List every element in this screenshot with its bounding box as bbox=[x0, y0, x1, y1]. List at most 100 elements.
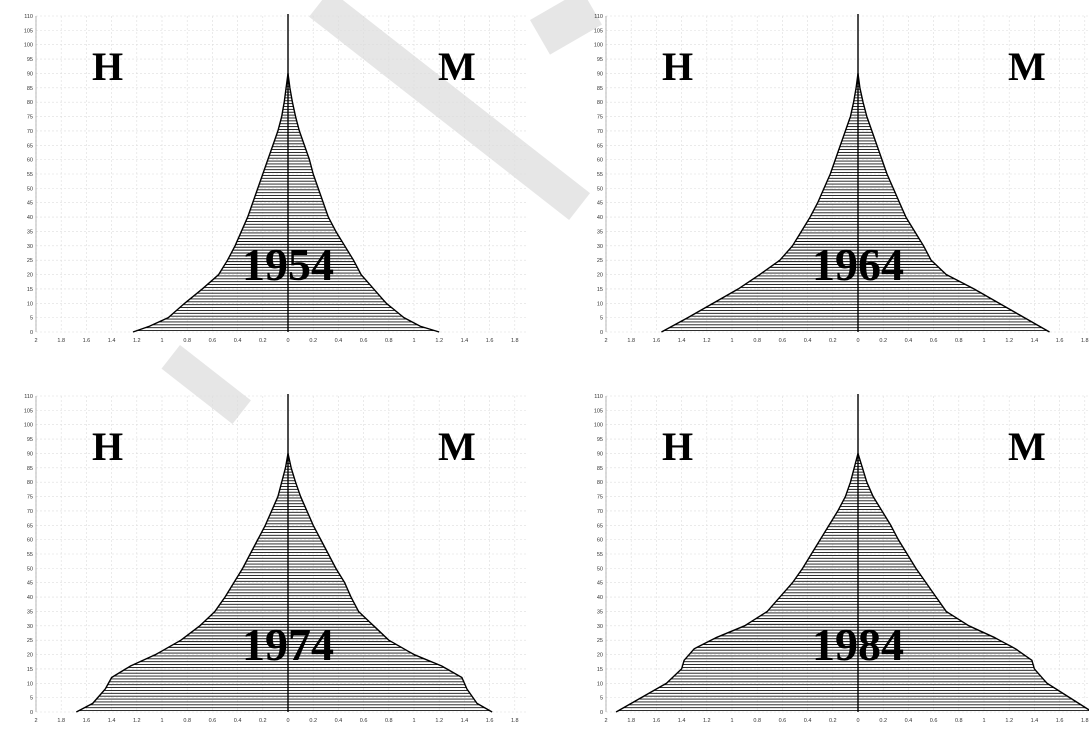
y-tick-label: 40 bbox=[597, 215, 603, 221]
y-tick-label: 50 bbox=[27, 186, 33, 192]
x-tick-label: 1 bbox=[982, 338, 985, 344]
y-tick-label: 75 bbox=[27, 495, 33, 501]
y-tick-label: 40 bbox=[597, 595, 603, 601]
y-tick-label: 110 bbox=[24, 394, 33, 400]
y-tick-label: 45 bbox=[597, 201, 603, 207]
y-tick-label: 90 bbox=[27, 451, 33, 457]
y-tick-label: 5 bbox=[600, 696, 603, 702]
y-tick-label: 80 bbox=[597, 100, 603, 106]
y-tick-label: 65 bbox=[597, 523, 603, 529]
x-tick-label: 1.4 bbox=[678, 718, 686, 724]
x-tick-label: 1.4 bbox=[108, 718, 116, 724]
x-tick-label: 0.2 bbox=[879, 338, 887, 344]
x-tick-label: 0 bbox=[856, 338, 859, 344]
x-tick-label: 0.8 bbox=[385, 338, 393, 344]
label-mujeres: M bbox=[438, 424, 476, 469]
y-tick-label: 90 bbox=[597, 451, 603, 457]
pyramid-1974: 2 1.8 1.6 1.4 1.2 1 0.8 0.6 0.4 0.2 0 0.2 0.4 0.6 0.8 1… bbox=[24, 394, 526, 724]
x-tick-label: 1 bbox=[160, 338, 163, 344]
y-tick-label: 45 bbox=[27, 201, 33, 207]
x-tick-label: 1.4 bbox=[678, 338, 686, 344]
x-tick-label: 1.8 bbox=[627, 718, 635, 724]
y-tick-label: 80 bbox=[597, 480, 603, 486]
x-tick-label: 1.8 bbox=[511, 338, 519, 344]
y-tick-label: 95 bbox=[597, 57, 603, 63]
y-tick-label: 110 bbox=[594, 14, 603, 20]
x-tick-label: 0.8 bbox=[753, 718, 761, 724]
x-tick-label: 0.8 bbox=[183, 718, 191, 724]
male-outline bbox=[132, 73, 289, 333]
y-tick-label: 30 bbox=[27, 624, 33, 630]
y-tick-label: 55 bbox=[27, 552, 33, 558]
label-mujeres: M bbox=[438, 44, 476, 89]
y-tick-label: 100 bbox=[24, 423, 33, 429]
y-tick-label: 90 bbox=[27, 71, 33, 77]
x-tick-label: 0.4 bbox=[804, 338, 812, 344]
y-tick-label: 60 bbox=[27, 158, 33, 164]
x-tick-label: 1.4 bbox=[108, 338, 116, 344]
y-tick-label: 25 bbox=[597, 258, 603, 264]
x-tick-label: 0.8 bbox=[385, 718, 393, 724]
y-tick-label: 30 bbox=[597, 624, 603, 630]
y-tick-label: 85 bbox=[27, 86, 33, 92]
x-tick-label: 0.4 bbox=[804, 718, 812, 724]
x-tick-label: 0.6 bbox=[930, 718, 938, 724]
y-tick-label: 65 bbox=[27, 143, 33, 149]
x-tick-label: 1.6 bbox=[486, 338, 494, 344]
y-tick-label: 105 bbox=[594, 28, 603, 34]
x-tick-label: 0.6 bbox=[930, 338, 938, 344]
x-tick-label: 0.4 bbox=[335, 718, 343, 724]
label-hommes: H bbox=[662, 44, 693, 89]
x-tick-label: 1.8 bbox=[511, 718, 519, 724]
y-tick-label: 5 bbox=[30, 696, 33, 702]
y-tick-label: 110 bbox=[594, 394, 603, 400]
label-hommes: H bbox=[662, 424, 693, 469]
x-tick-label: 0.6 bbox=[360, 718, 368, 724]
x-tick-label: 0.8 bbox=[183, 338, 191, 344]
year-label: 1964 bbox=[812, 239, 904, 290]
x-tick-label: 0 bbox=[856, 718, 859, 724]
male-outline bbox=[661, 73, 859, 333]
y-tick-label: 5 bbox=[30, 316, 33, 322]
y-tick-label: 105 bbox=[594, 408, 603, 414]
y-tick-label: 20 bbox=[27, 273, 33, 279]
x-tick-label: 1.2 bbox=[703, 338, 711, 344]
x-tick-label: 1.6 bbox=[653, 338, 661, 344]
y-tick-label: 80 bbox=[27, 100, 33, 106]
y-tick-label: 20 bbox=[597, 653, 603, 659]
x-tick-label: 0.6 bbox=[209, 718, 217, 724]
x-tick-label: 1.6 bbox=[1056, 718, 1064, 724]
x-tick-label: 1.2 bbox=[435, 338, 443, 344]
x-tick-label: 1.4 bbox=[1031, 718, 1039, 724]
x-tick-label: 1.6 bbox=[1056, 338, 1064, 344]
label-hommes: H bbox=[92, 44, 123, 89]
y-tick-label: 10 bbox=[27, 301, 33, 307]
y-tick-label: 20 bbox=[597, 273, 603, 279]
y-tick-label: 85 bbox=[597, 466, 603, 472]
y-tick-label: 65 bbox=[27, 523, 33, 529]
y-tick-label: 45 bbox=[27, 581, 33, 587]
y-tick-label: 25 bbox=[27, 638, 33, 644]
year-label: 1954 bbox=[242, 239, 334, 290]
x-tick-label: 0.2 bbox=[829, 718, 837, 724]
x-tick-label: 1.8 bbox=[1081, 338, 1089, 344]
y-tick-label: 35 bbox=[597, 229, 603, 235]
x-tick-label: 0.2 bbox=[309, 718, 317, 724]
y-tick-label: 40 bbox=[27, 595, 33, 601]
male-outline bbox=[75, 453, 289, 713]
y-tick-label: 0 bbox=[30, 710, 33, 716]
male-outline bbox=[615, 453, 859, 713]
y-tick-label: 15 bbox=[27, 287, 33, 293]
y-tick-label: 25 bbox=[27, 258, 33, 264]
x-tick-label: 0.4 bbox=[905, 338, 913, 344]
x-tick-label: 2 bbox=[604, 338, 607, 344]
x-tick-label: 1.8 bbox=[1081, 718, 1089, 724]
y-tick-label: 55 bbox=[597, 172, 603, 178]
x-tick-label: 1.8 bbox=[57, 718, 65, 724]
y-tick-label: 15 bbox=[27, 667, 33, 673]
y-tick-label: 75 bbox=[597, 495, 603, 501]
pyramid-1964: 2 1.8 1.6 1.4 1.2 1 0.8 0.6 0.4 0.2 0 0.2 0.4 0.6 0.8 1… bbox=[594, 14, 1089, 344]
y-tick-label: 55 bbox=[27, 172, 33, 178]
y-tick-label: 105 bbox=[24, 408, 33, 414]
